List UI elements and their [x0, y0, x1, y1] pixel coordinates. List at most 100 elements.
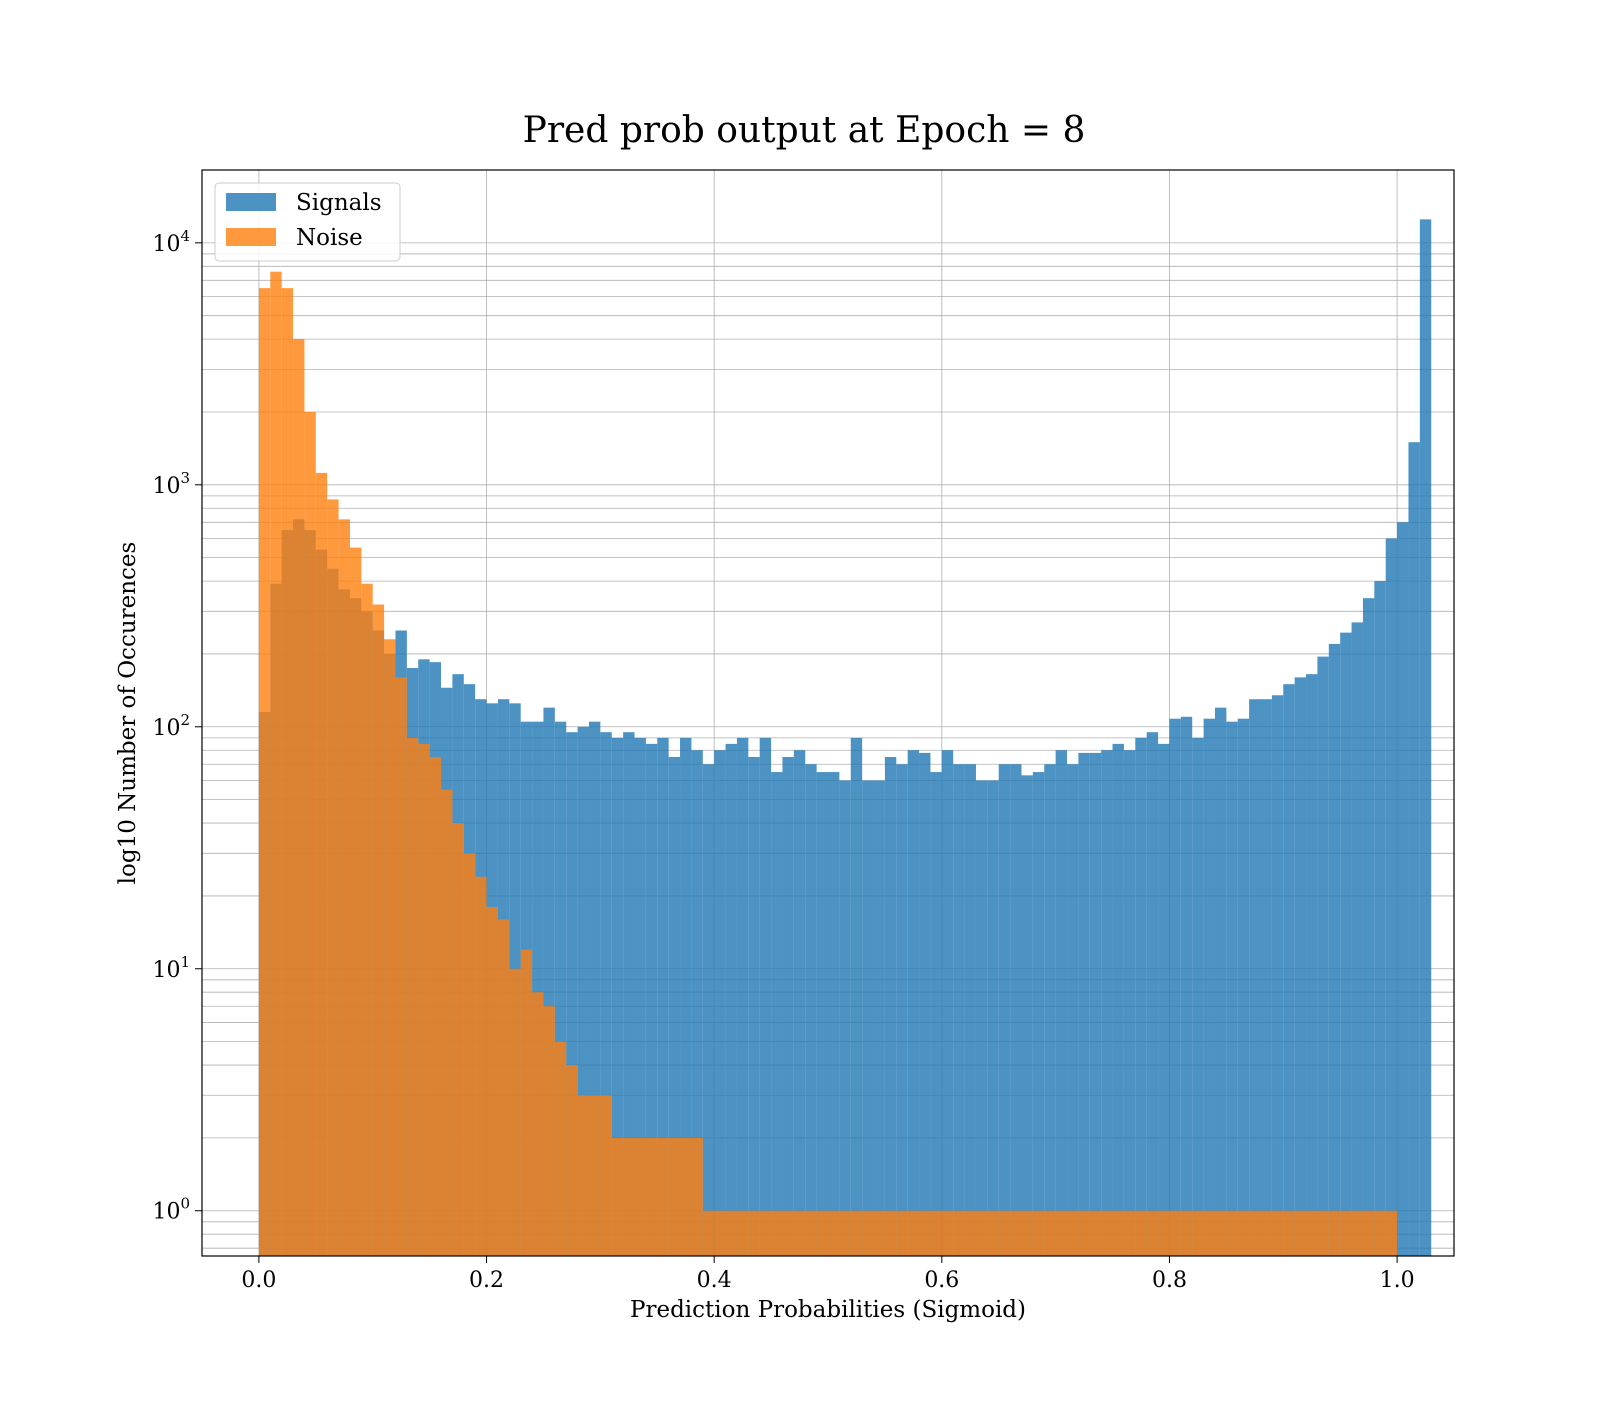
x-tick-label-3: 0.6: [924, 1268, 959, 1293]
bar-noise-13: [406, 737, 419, 1256]
bar-noise-60: [941, 1210, 954, 1256]
bar-noise-58: [919, 1210, 931, 1256]
bar-signals-40: [714, 750, 726, 1256]
bar-signals-31: [611, 737, 624, 1256]
bar-noise-17: [452, 823, 464, 1256]
bar-noise-87: [1249, 1210, 1261, 1256]
bar-noise-3: [293, 339, 305, 1256]
bar-noise-30: [600, 1095, 612, 1256]
bar-signals-57: [907, 750, 920, 1256]
bar-noise-71: [1067, 1210, 1079, 1256]
bar-signals-38: [691, 750, 703, 1256]
bar-signals-91: [1294, 677, 1307, 1256]
bar-signals-69: [1044, 764, 1056, 1256]
bar-signals-87: [1249, 699, 1261, 1256]
bar-signals-95: [1340, 632, 1352, 1256]
bar-noise-52: [850, 1210, 863, 1256]
bar-noise-59: [930, 1210, 942, 1256]
bar-noise-83: [1203, 1210, 1215, 1256]
bar-noise-67: [1021, 1210, 1033, 1256]
bar-signals-42: [736, 737, 749, 1256]
x-tick-label-2: 0.4: [697, 1268, 732, 1293]
bar-noise-26: [554, 1041, 567, 1256]
y-tick-label-2: 102: [152, 711, 190, 741]
bar-signals-45: [771, 772, 783, 1256]
bar-signals-54: [873, 780, 885, 1256]
bar-noise-44: [759, 1210, 772, 1256]
bar-noise-15: [429, 757, 442, 1256]
bar-noise-38: [691, 1137, 703, 1256]
legend-swatch-signals: [226, 193, 276, 211]
bar-signals-94: [1328, 643, 1341, 1256]
bar-noise-62: [964, 1210, 976, 1256]
bar-signals-51: [839, 780, 851, 1256]
bar-noise-0: [258, 288, 271, 1256]
bar-noise-86: [1237, 1210, 1250, 1256]
bar-noise-89: [1271, 1210, 1284, 1256]
bar-signals-44: [759, 737, 772, 1256]
bar-noise-20: [486, 906, 498, 1256]
bar-noise-2: [281, 288, 294, 1256]
bar-noise-22: [509, 968, 521, 1256]
bar-signals-65: [998, 764, 1011, 1256]
bar-signals-33: [634, 737, 646, 1256]
bar-noise-40: [714, 1210, 726, 1256]
bar-noise-9: [361, 583, 373, 1256]
legend-swatch-noise: [226, 228, 276, 246]
bar-noise-70: [1055, 1210, 1068, 1256]
bar-signals-35: [657, 737, 669, 1256]
bar-noise-61: [953, 1210, 965, 1256]
bar-noise-64: [987, 1210, 999, 1256]
bar-noise-8: [349, 547, 362, 1256]
bar-signals-26: [554, 721, 567, 1256]
bar-noise-39: [702, 1210, 715, 1256]
bar-signals-86: [1237, 718, 1250, 1256]
bar-signals-77: [1135, 737, 1147, 1256]
bar-signals-79: [1158, 743, 1170, 1256]
bar-noise-33: [634, 1137, 646, 1256]
bar-noise-88: [1260, 1210, 1272, 1256]
bar-noise-36: [668, 1137, 681, 1256]
bar-noise-72: [1078, 1210, 1090, 1256]
bar-noise-68: [1032, 1210, 1045, 1256]
bar-noise-32: [623, 1137, 635, 1256]
bar-noise-29: [588, 1095, 601, 1256]
bar-noise-82: [1192, 1210, 1204, 1256]
bar-noise-96: [1351, 1210, 1363, 1256]
bar-noise-34: [645, 1137, 658, 1256]
plot-frame: [201, 169, 1455, 1257]
bar-signals-32: [623, 732, 635, 1256]
bar-noise-85: [1226, 1210, 1238, 1256]
bar-noise-27: [566, 1065, 578, 1256]
bar-signals-66: [1010, 764, 1022, 1256]
bar-signals-60: [941, 750, 954, 1256]
legend: Signals Noise: [214, 182, 401, 262]
bar-signals-80: [1169, 718, 1181, 1256]
bar-noise-24: [532, 992, 544, 1256]
bar-signals-90: [1283, 684, 1295, 1256]
chart-title: Pred prob output at Epoch = 8: [523, 110, 1086, 151]
bar-noise-99: [1385, 1210, 1398, 1256]
y-tick-label-0: 100: [152, 1195, 190, 1225]
bar-noise-77: [1135, 1210, 1147, 1256]
bar-signals-72: [1078, 752, 1090, 1256]
bar-signals-98: [1374, 581, 1386, 1256]
bar-signals-75: [1112, 743, 1124, 1256]
bar-signals-36: [668, 757, 681, 1256]
bar-noise-47: [793, 1210, 806, 1256]
bar-noise-35: [657, 1137, 669, 1256]
axis-ticks: 0.0 0.2 0.4 0.6 0.8 1.0 100 101 102 103 104: [152, 227, 1414, 1293]
bar-signals-92: [1306, 674, 1318, 1256]
bar-noise-76: [1123, 1210, 1136, 1256]
bar-signals-49: [816, 772, 828, 1256]
bar-signals-93: [1317, 656, 1329, 1256]
bar-noise-95: [1340, 1210, 1352, 1256]
bar-signals-47: [793, 750, 806, 1256]
bar-signals-96: [1351, 622, 1363, 1256]
bar-noise-12: [395, 677, 407, 1256]
bar-noise-98: [1374, 1210, 1386, 1256]
bar-signals-102: [1419, 219, 1432, 1257]
bar-signals-63: [975, 780, 988, 1256]
bar-signals-37: [680, 737, 692, 1256]
